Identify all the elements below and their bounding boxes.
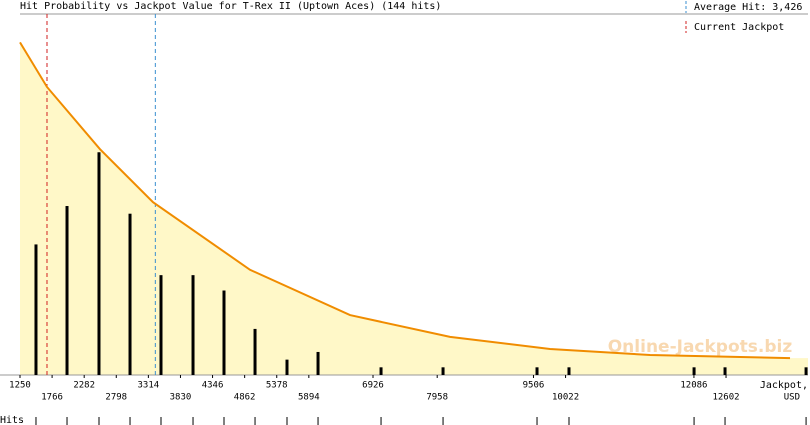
bar — [97, 152, 101, 375]
x-axis-label: Jackpot, — [760, 380, 808, 391]
x-tick-label: 5378 — [266, 381, 288, 391]
x-tick-label: 12602 — [712, 393, 739, 403]
bar — [34, 244, 38, 375]
bar — [128, 213, 132, 375]
legend-label: Average Hit: 3,426 — [694, 2, 802, 13]
bar — [692, 367, 696, 375]
bar — [65, 206, 69, 375]
x-tick-label: 5894 — [298, 393, 320, 403]
bar — [535, 367, 539, 375]
x-tick-label: 1766 — [41, 393, 63, 403]
bar — [441, 367, 445, 375]
x-axis-label: USD — [784, 393, 800, 403]
curve-area — [20, 42, 808, 375]
curve-line — [19, 41, 791, 360]
x-tick-label: 2282 — [73, 381, 95, 391]
x-tick-label: 4346 — [202, 381, 224, 391]
x-tick-label: 12086 — [680, 381, 707, 391]
bar — [567, 367, 571, 375]
bar — [222, 290, 226, 375]
x-tick-label: 6926 — [362, 381, 384, 391]
bar — [316, 351, 320, 375]
x-tick-label: 2798 — [105, 393, 127, 403]
bar — [723, 367, 727, 375]
x-tick-label: 9506 — [523, 381, 545, 391]
x-tick-label: 3314 — [138, 381, 160, 391]
x-tick-label: 3830 — [170, 393, 192, 403]
x-tick-label: 4862 — [234, 393, 256, 403]
rug-label: Hits — [0, 415, 24, 425]
chart-title: Hit Probability vs Jackpot Value for T-R… — [20, 1, 441, 12]
x-tick-label: 7958 — [426, 393, 448, 403]
watermark: Online-Jackpots.biz — [608, 337, 793, 357]
legend-label: Current Jackpot — [694, 22, 784, 33]
bar — [191, 275, 195, 375]
bar — [804, 367, 808, 375]
bar — [285, 359, 289, 375]
x-tick-label: 10022 — [552, 393, 579, 403]
bar — [159, 275, 163, 375]
bar — [379, 367, 383, 375]
bar — [253, 328, 257, 375]
x-tick-label: 1250 — [9, 381, 31, 391]
